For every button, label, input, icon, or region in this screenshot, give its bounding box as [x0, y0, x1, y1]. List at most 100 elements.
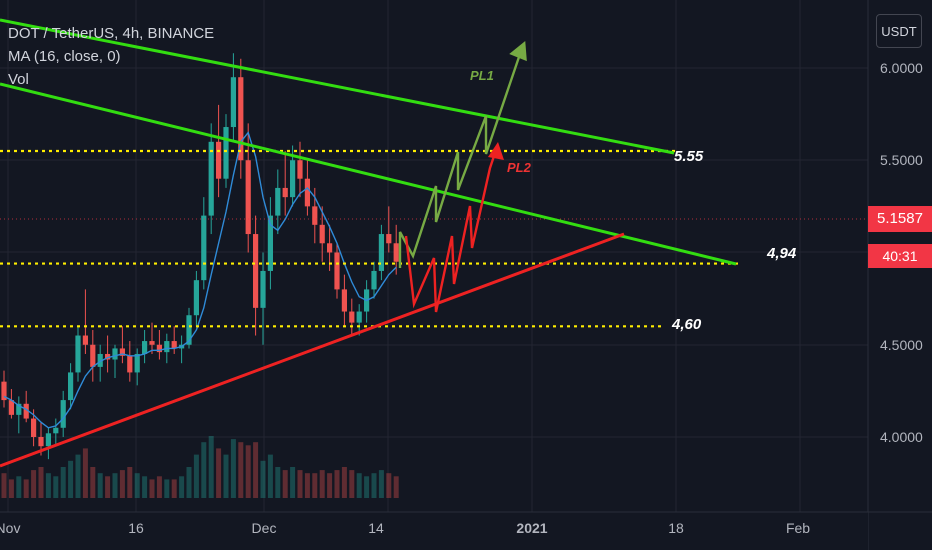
candle-body[interactable]: [127, 355, 133, 373]
volume-bar: [82, 448, 88, 498]
candle-body[interactable]: [253, 234, 259, 308]
volume-bar: [260, 460, 266, 498]
candle-body[interactable]: [16, 403, 22, 415]
volume-bar: [156, 476, 162, 498]
volume-bar: [38, 467, 44, 498]
time-axis-label: 18: [668, 520, 684, 536]
volume-bar: [142, 476, 148, 498]
candle-body[interactable]: [97, 353, 103, 367]
candle-body[interactable]: [186, 315, 192, 345]
candle-body[interactable]: [1, 381, 7, 401]
candle-body[interactable]: [31, 418, 37, 437]
candle-body[interactable]: [223, 127, 229, 179]
volume-bar: [201, 442, 207, 498]
time-axis-label: Nov: [0, 520, 20, 536]
candle-body[interactable]: [230, 77, 236, 128]
volume-bar: [253, 442, 259, 498]
level-label-555: 5.55: [674, 148, 704, 165]
candle-body[interactable]: [45, 433, 51, 447]
candle-body[interactable]: [90, 344, 96, 367]
volume-bar: [149, 479, 155, 498]
volume-bar: [245, 445, 251, 498]
candle-body[interactable]: [105, 353, 111, 360]
volume-bar: [90, 467, 96, 498]
volume-bar: [171, 479, 177, 498]
candle-body[interactable]: [393, 243, 399, 262]
volume-bar: [230, 439, 236, 498]
candle-body[interactable]: [134, 353, 140, 373]
candle-body[interactable]: [193, 280, 199, 316]
candle-body[interactable]: [171, 341, 177, 349]
candle-body[interactable]: [386, 234, 392, 244]
volume-bar: [105, 476, 111, 498]
candle-body[interactable]: [208, 141, 214, 216]
candle-body[interactable]: [334, 252, 340, 290]
bar-countdown-tag: 40:31: [868, 244, 932, 268]
candle-body[interactable]: [312, 206, 318, 225]
candle-body[interactable]: [164, 341, 170, 353]
volume-bar: [53, 476, 59, 498]
candle-body[interactable]: [275, 187, 281, 216]
resistance-line-upper[interactable]: [0, 18, 675, 155]
candle-body[interactable]: [356, 311, 362, 323]
candle-body[interactable]: [378, 234, 384, 271]
volume-bar: [223, 454, 229, 498]
volume-bar: [290, 467, 296, 498]
candle-body[interactable]: [60, 400, 66, 428]
volume-bar: [127, 467, 133, 498]
candle-body[interactable]: [267, 215, 273, 271]
volume-bar: [304, 473, 310, 498]
candle-body[interactable]: [304, 178, 310, 207]
volume-bar: [1, 473, 7, 498]
candle-body[interactable]: [53, 427, 59, 434]
candle-body[interactable]: [245, 160, 251, 235]
candle-body[interactable]: [8, 400, 14, 415]
volume-bar: [112, 473, 118, 498]
time-axis-background: [0, 512, 868, 550]
volume-bar: [386, 473, 392, 498]
time-axis-label: 14: [368, 520, 384, 536]
volume-bar: [371, 473, 377, 498]
pl2-label: PL2: [507, 160, 531, 175]
candle-body[interactable]: [142, 341, 148, 354]
candle-body[interactable]: [282, 187, 288, 198]
candle-body[interactable]: [112, 348, 118, 360]
candle-body[interactable]: [341, 289, 347, 312]
volume-bar: [275, 467, 281, 498]
price-axis-background: [868, 0, 932, 550]
candle-body[interactable]: [290, 160, 296, 198]
time-axis-label: Dec: [252, 520, 277, 536]
resistance-line-lower[interactable]: [0, 82, 737, 266]
volume-bar: [97, 473, 103, 498]
candle-body[interactable]: [119, 348, 125, 356]
level-label-494: 4,94: [767, 245, 797, 262]
candle-body[interactable]: [238, 77, 244, 161]
volume-bar: [68, 460, 74, 498]
candle-body[interactable]: [38, 437, 44, 447]
currency-button[interactable]: USDT: [876, 14, 922, 48]
ma-line[interactable]: [3, 131, 397, 429]
candle-body[interactable]: [319, 224, 325, 244]
volume-bar: [75, 454, 81, 498]
candle-body[interactable]: [371, 270, 377, 290]
candle-body[interactable]: [297, 160, 303, 179]
candle-body[interactable]: [68, 372, 74, 401]
candle-body[interactable]: [201, 215, 207, 281]
candle-body[interactable]: [327, 243, 333, 253]
level-label-460: 4,60: [672, 316, 702, 333]
candle-body[interactable]: [75, 335, 81, 373]
candle-body[interactable]: [349, 311, 355, 323]
pl2-path[interactable]: [404, 149, 498, 313]
candle-body[interactable]: [23, 403, 29, 419]
candle-body[interactable]: [216, 141, 222, 179]
pl1-arrow-icon: [509, 41, 527, 62]
candle-body[interactable]: [149, 341, 155, 345]
candle-body[interactable]: [82, 335, 88, 345]
support-line[interactable]: [0, 232, 625, 468]
candle-body[interactable]: [156, 344, 162, 353]
candle-body[interactable]: [260, 270, 266, 308]
price-axis-label: 6.0000: [880, 60, 923, 76]
